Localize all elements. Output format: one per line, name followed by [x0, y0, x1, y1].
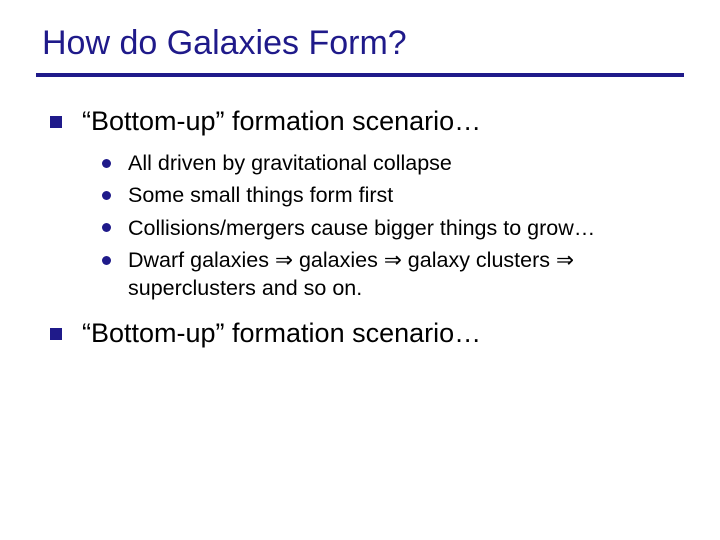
bullet-list-level2: All driven by gravitational collapse Som… — [82, 149, 684, 303]
list-item-label: Collisions/mergers cause bigger things t… — [128, 216, 595, 240]
slide: How do Galaxies Form? “Bottom-up” format… — [0, 0, 720, 540]
list-item: Some small things form first — [98, 181, 684, 209]
list-item: “Bottom-up” formation scenario… All driv… — [44, 105, 684, 303]
list-item-label: “Bottom-up” formation scenario… — [82, 106, 481, 136]
list-item: All driven by gravitational collapse — [98, 149, 684, 177]
list-item: “Bottom-up” formation scenario… — [44, 317, 684, 351]
list-item-label: “Bottom-up” formation scenario… — [82, 318, 481, 348]
list-item-label: Some small things form first — [128, 183, 393, 207]
bullet-list-level1: “Bottom-up” formation scenario… All driv… — [36, 105, 684, 350]
list-item-label: Dwarf galaxies ⇒ galaxies ⇒ galaxy clust… — [128, 248, 574, 300]
slide-title: How do Galaxies Form? — [36, 24, 684, 73]
list-item: Collisions/mergers cause bigger things t… — [98, 214, 684, 242]
horizontal-rule — [36, 73, 684, 77]
list-item-label: All driven by gravitational collapse — [128, 151, 452, 175]
list-item: Dwarf galaxies ⇒ galaxies ⇒ galaxy clust… — [98, 246, 684, 303]
